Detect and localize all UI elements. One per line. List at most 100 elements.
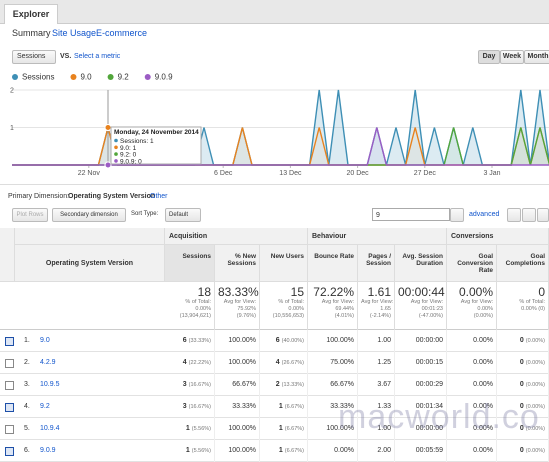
row-percent: (13.33%) xyxy=(281,382,304,388)
group-header: Conversions xyxy=(447,228,549,245)
row-value: 66.67% xyxy=(330,381,354,388)
cell xyxy=(0,228,15,282)
row-value: 1 xyxy=(278,447,283,454)
row-name[interactable]: 9.0.9 xyxy=(40,447,56,454)
row-value: 0.00% xyxy=(473,337,493,344)
totals-note: 75.92% xyxy=(237,306,256,312)
row-cell: 1.00 xyxy=(358,330,395,352)
totals-cell: 83.33% Avg for View: 75.92% (9.76%) xyxy=(215,282,260,330)
checkbox[interactable] xyxy=(5,425,14,434)
row-percent: (6.67%) xyxy=(284,426,304,432)
row-cell: 66.67% xyxy=(215,374,260,396)
totals-note: % of Total: xyxy=(278,299,304,305)
row-cell: 6 (33.33%) xyxy=(165,330,215,352)
row-cell: 1 (6.67%) xyxy=(260,440,308,462)
secondary-dimension[interactable]: Secondary dimension xyxy=(52,208,126,222)
period-button[interactable]: Month xyxy=(524,50,549,64)
search-button[interactable] xyxy=(450,208,464,222)
totals-value: 1.61 xyxy=(367,285,391,299)
row-bg xyxy=(0,418,549,440)
row-value: 33.33% xyxy=(232,403,256,410)
row-name[interactable]: 10.9.4 xyxy=(40,425,60,432)
view-button[interactable] xyxy=(537,208,549,222)
totals-cell: 15% of Total: 0.00% (10,556,653) xyxy=(260,282,308,330)
row-cell: 0 (0.00%) xyxy=(497,352,549,374)
row-value: 100.00% xyxy=(228,359,256,366)
row-bg xyxy=(0,330,549,352)
checkbox[interactable] xyxy=(5,381,14,390)
row-value: 0.00% xyxy=(473,381,493,388)
select-metric[interactable]: Select a metric xyxy=(74,53,121,60)
view-button[interactable] xyxy=(522,208,536,222)
row-cell: 00:00:15 xyxy=(395,352,447,374)
row-cell: 1 (6.67%) xyxy=(260,418,308,440)
explorer-tab[interactable]: Explorer xyxy=(4,4,58,24)
checkbox[interactable] xyxy=(5,403,14,412)
checkbox[interactable] xyxy=(5,337,14,346)
header-bg xyxy=(0,228,549,282)
row-name[interactable]: 10.9.5 xyxy=(40,381,60,388)
rank: 6. xyxy=(24,447,30,454)
legend-dot xyxy=(144,74,151,80)
totals-note: % of Total: xyxy=(185,299,211,305)
row-value: 3 xyxy=(182,403,187,410)
subtab[interactable]: Summary xyxy=(12,28,51,38)
divider xyxy=(0,184,549,185)
totals-note: 69.44% xyxy=(335,306,354,312)
totals-cell: 72.22% Avg for View: 69.44% (4.01%) xyxy=(308,282,358,330)
totals-value: 83.33% xyxy=(218,285,259,299)
row-percent: (0.00%) xyxy=(525,360,545,366)
row-cell: 1 (5.56%) xyxy=(165,440,215,462)
period-button[interactable]: Day xyxy=(478,50,500,64)
row-name[interactable]: 9.2 xyxy=(40,403,50,410)
metric-dropdown[interactable]: Sessions xyxy=(12,50,56,64)
other-link[interactable]: Other xyxy=(150,193,168,200)
totals-note: (0.00%) xyxy=(473,313,493,319)
rank: 3. xyxy=(24,381,30,388)
row-value: 1.00 xyxy=(377,425,391,432)
area xyxy=(12,90,549,165)
column-header: Pages / Session xyxy=(358,245,395,282)
tooltip-line: 9.2: 0 xyxy=(120,152,137,159)
row-value: 100.00% xyxy=(326,337,354,344)
column-header: Goal Conversion Rate xyxy=(447,245,497,282)
tooltip-dot xyxy=(114,152,118,156)
totals-cell: 18% of Total: 0.00% (13,904,621) xyxy=(165,282,215,330)
checkbox[interactable] xyxy=(5,359,14,368)
hover-dot xyxy=(104,161,112,169)
period-button[interactable]: Week xyxy=(500,50,524,64)
tooltip-dot xyxy=(114,159,118,163)
checkbox[interactable] xyxy=(5,447,14,456)
row-value: 0.00% xyxy=(334,447,354,454)
subtab[interactable]: Site Usage xyxy=(52,28,97,38)
vs-label: VS. xyxy=(60,53,72,60)
search-box[interactable]: 9 xyxy=(372,208,450,221)
row-cell: 0.00% xyxy=(447,374,497,396)
row-value: 0 xyxy=(519,403,524,410)
row-value: 2 xyxy=(275,381,280,388)
row-percent: (5.56%) xyxy=(191,426,211,432)
row-value: 6 xyxy=(182,337,187,344)
x-tick-label: 3 Jan xyxy=(483,170,500,177)
row-name[interactable]: 9.0 xyxy=(40,337,50,344)
row-cell: 3 (16.67%) xyxy=(165,374,215,396)
subtab[interactable]: E-commerce xyxy=(96,28,148,38)
advanced-link[interactable]: advanced xyxy=(469,211,500,218)
row-percent: (0.00%) xyxy=(525,448,545,454)
row-value: 00:05:59 xyxy=(415,447,443,454)
view-button[interactable] xyxy=(507,208,521,222)
row-cell: 0.00% xyxy=(308,440,358,462)
row-cell: 00:01:34 xyxy=(395,396,447,418)
row-name[interactable]: 4.2.9 xyxy=(40,359,56,366)
totals-note: Avg for View: xyxy=(460,299,493,305)
plot-rows[interactable]: Plot Rows xyxy=(12,208,48,222)
watermark: macworld.co xyxy=(338,398,540,436)
tooltip-line: 9.0.9: 0 xyxy=(120,158,142,165)
row-percent: (0.00%) xyxy=(525,426,545,432)
totals-note: (10,556,653) xyxy=(272,313,304,319)
sort-dropdown[interactable]: Default xyxy=(165,208,201,222)
totals-note: (-2.14%) xyxy=(369,313,391,319)
row-value: 0 xyxy=(519,337,524,344)
row-cell: 00:05:59 xyxy=(395,440,447,462)
tooltip-title: Monday, 24 November 2014 xyxy=(114,129,199,136)
